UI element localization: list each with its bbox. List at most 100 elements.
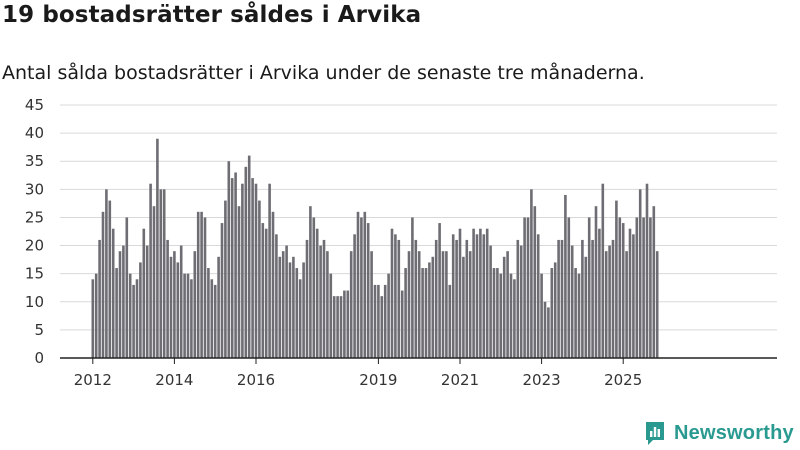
bar — [618, 217, 622, 358]
bar — [312, 217, 316, 358]
y-tick-label: 45 — [25, 96, 44, 114]
bar — [540, 273, 543, 358]
bar — [241, 183, 244, 358]
bar — [295, 268, 299, 358]
bar — [210, 279, 214, 358]
bar — [122, 245, 125, 358]
bar — [411, 217, 414, 358]
bar — [101, 211, 105, 358]
chart-subtitle: Antal sålda bostadsrätter i Arvika under… — [2, 62, 645, 84]
bar — [305, 239, 309, 358]
bar — [451, 234, 455, 358]
bar — [604, 251, 608, 358]
bar — [489, 245, 492, 358]
bar — [125, 217, 129, 358]
bar — [234, 172, 237, 358]
bar — [213, 284, 217, 358]
x-tick-label: 2019 — [359, 371, 397, 389]
bar — [227, 161, 231, 358]
bar — [519, 245, 523, 358]
bar — [230, 178, 234, 358]
highlight-data-label: 19 — [689, 0, 707, 4]
newsworthy-logo-icon — [646, 422, 664, 445]
bar — [139, 262, 142, 358]
bar — [557, 239, 560, 358]
bar — [390, 228, 394, 358]
bar — [472, 228, 475, 358]
bar — [560, 239, 564, 358]
bar — [91, 279, 95, 358]
bar — [577, 273, 581, 358]
bar — [292, 256, 295, 358]
bar — [237, 206, 241, 358]
bar — [499, 273, 503, 358]
bar — [383, 284, 387, 358]
bar — [380, 296, 384, 358]
bar — [142, 228, 146, 358]
bar — [526, 217, 530, 358]
bar — [584, 256, 588, 358]
bar — [156, 138, 159, 358]
bar — [564, 194, 567, 358]
bar — [404, 268, 407, 358]
chart-title: 19 bostadsrätter såldes i Arvika — [2, 2, 422, 28]
bar — [247, 155, 251, 358]
bar — [281, 251, 285, 358]
bar — [581, 239, 584, 358]
bar — [309, 206, 312, 358]
bar — [431, 256, 435, 358]
bar — [254, 183, 258, 358]
bar — [285, 245, 288, 358]
bar — [322, 239, 326, 358]
bar — [329, 273, 333, 358]
bar — [98, 239, 101, 358]
bar — [271, 211, 275, 358]
bar — [594, 206, 598, 358]
bar — [115, 268, 118, 358]
bar — [414, 239, 418, 358]
bar — [567, 217, 571, 358]
bar — [601, 183, 605, 358]
bar — [207, 268, 210, 358]
bar — [523, 217, 526, 358]
bar — [506, 251, 509, 358]
brand[interactable]: Newsworthy — [644, 419, 794, 447]
bar — [288, 262, 292, 358]
bar — [465, 239, 469, 358]
x-tick-label: 2023 — [523, 371, 561, 389]
bar — [326, 251, 329, 358]
bar — [353, 234, 356, 358]
bar — [349, 251, 353, 358]
bar — [424, 268, 428, 358]
y-tick-label: 10 — [25, 293, 44, 311]
bar — [332, 296, 336, 358]
bar — [570, 245, 574, 358]
bar — [642, 217, 645, 358]
bar — [394, 234, 397, 358]
bar — [162, 189, 166, 358]
brand-name: Newsworthy — [674, 421, 794, 444]
bar — [366, 223, 370, 358]
bar — [179, 245, 183, 358]
bar — [339, 296, 343, 358]
bar — [591, 239, 594, 358]
bar — [455, 239, 458, 358]
bar — [278, 256, 282, 358]
bar — [516, 239, 520, 358]
bar — [203, 217, 207, 358]
y-tick-label: 5 — [34, 321, 44, 339]
bar — [261, 223, 265, 358]
bar — [128, 273, 132, 358]
bar — [360, 217, 363, 358]
x-tick-label: 2014 — [155, 371, 193, 389]
bar — [645, 183, 649, 358]
y-tick-label: 25 — [25, 208, 44, 226]
bar — [217, 256, 220, 358]
bar — [441, 251, 445, 358]
bar — [275, 234, 278, 358]
bar — [400, 290, 404, 358]
bar — [196, 211, 200, 358]
bar — [105, 189, 108, 358]
bar — [428, 262, 431, 358]
